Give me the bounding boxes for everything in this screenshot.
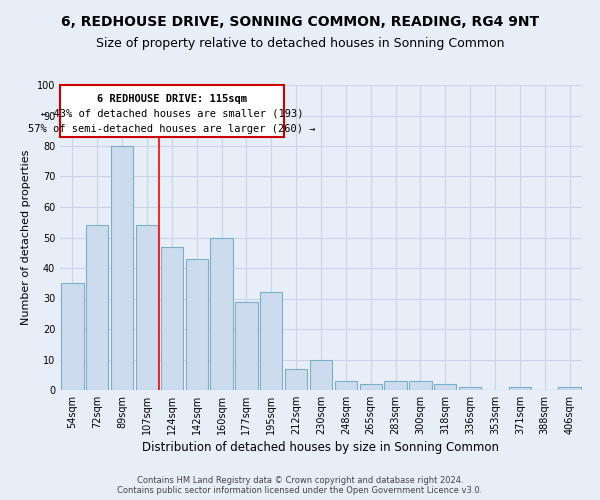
Bar [285, 368, 307, 390]
Bar [434, 384, 457, 390]
Bar [161, 246, 183, 390]
Bar [111, 146, 133, 390]
Bar [385, 381, 407, 390]
Bar [459, 387, 481, 390]
Bar [335, 381, 357, 390]
Bar [409, 381, 431, 390]
Bar [211, 238, 233, 390]
Bar [185, 259, 208, 390]
Text: Size of property relative to detached houses in Sonning Common: Size of property relative to detached ho… [96, 38, 504, 51]
X-axis label: Distribution of detached houses by size in Sonning Common: Distribution of detached houses by size … [143, 441, 499, 454]
Bar [86, 226, 109, 390]
Text: 6, REDHOUSE DRIVE, SONNING COMMON, READING, RG4 9NT: 6, REDHOUSE DRIVE, SONNING COMMON, READI… [61, 15, 539, 29]
Bar [310, 360, 332, 390]
Text: 57% of semi-detached houses are larger (260) →: 57% of semi-detached houses are larger (… [28, 124, 316, 134]
Y-axis label: Number of detached properties: Number of detached properties [21, 150, 31, 325]
Bar [136, 226, 158, 390]
FancyBboxPatch shape [60, 85, 284, 137]
Bar [260, 292, 283, 390]
Bar [235, 302, 257, 390]
Text: Contains HM Land Registry data © Crown copyright and database right 2024.
Contai: Contains HM Land Registry data © Crown c… [118, 476, 482, 495]
Bar [559, 387, 581, 390]
Bar [61, 283, 83, 390]
Text: 6 REDHOUSE DRIVE: 115sqm: 6 REDHOUSE DRIVE: 115sqm [97, 94, 247, 104]
Bar [509, 387, 531, 390]
Text: ← 43% of detached houses are smaller (193): ← 43% of detached houses are smaller (19… [41, 108, 304, 118]
Bar [359, 384, 382, 390]
